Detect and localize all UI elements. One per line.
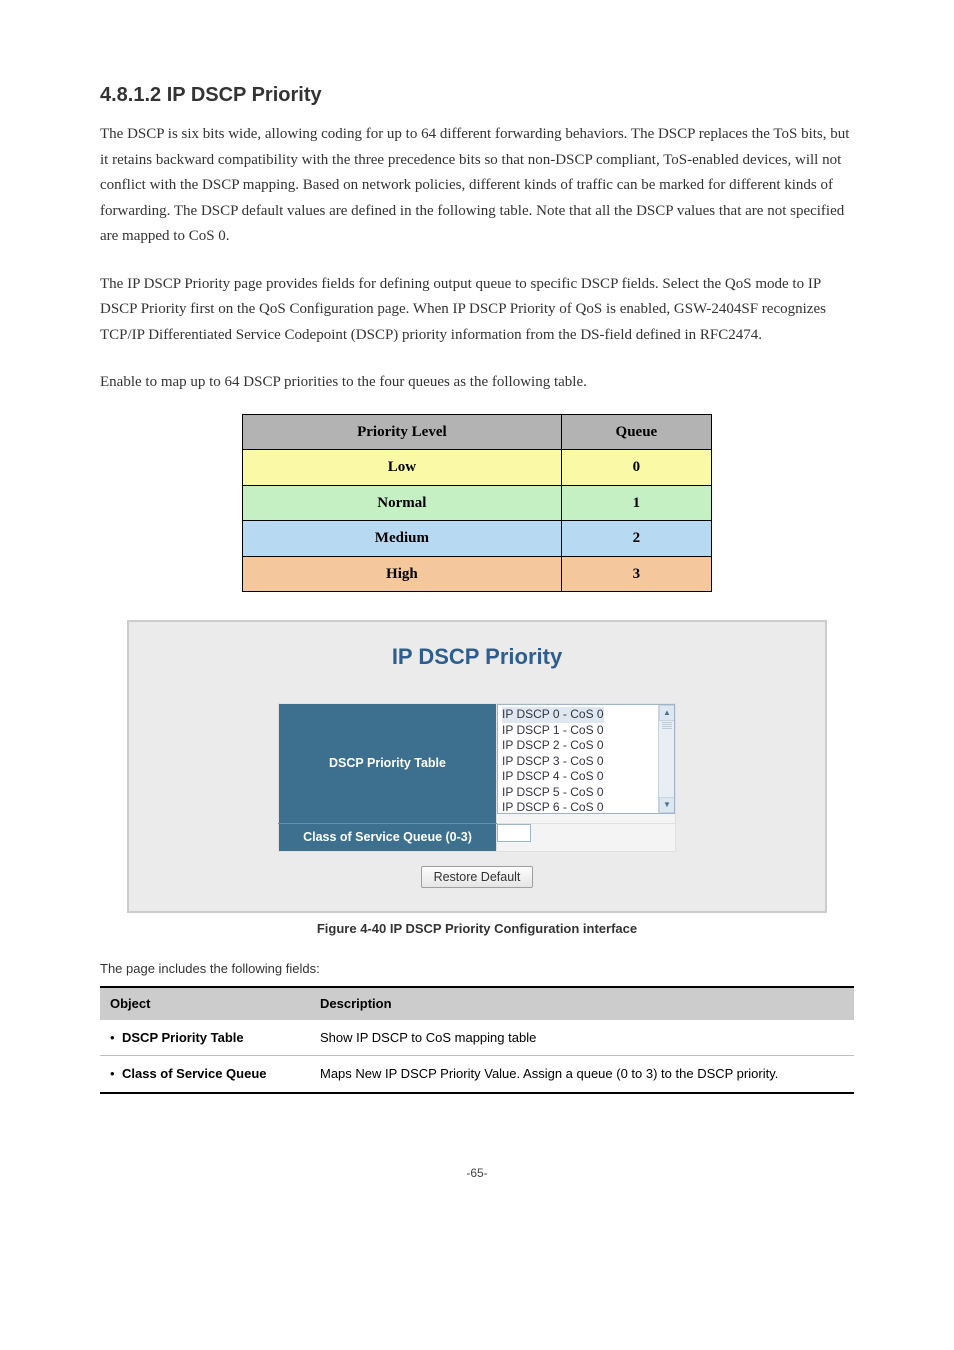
priority-cell-label: Medium	[243, 521, 562, 557]
scroll-up-icon[interactable]: ▲	[659, 705, 675, 721]
list-item[interactable]: IP DSCP 2 - CoS 0	[502, 738, 604, 754]
priority-cell-label: Low	[243, 450, 562, 486]
dscp-row-label: Class of Service Queue (0-3)	[279, 824, 497, 852]
obj-desc: Maps New IP DSCP Priority Value. Assign …	[310, 1056, 854, 1093]
priority-cell-queue: 2	[561, 521, 711, 557]
obj-desc-lead: The page includes the following fields:	[100, 958, 854, 980]
scroll-down-icon[interactable]: ▼	[659, 797, 675, 813]
cos-queue-input[interactable]	[497, 824, 531, 842]
table-row: Low 0	[243, 450, 712, 486]
obj-col-header-object: Object	[100, 987, 310, 1020]
listbox-scrollbar[interactable]: ▲ ▼	[658, 705, 674, 813]
table-row: •DSCP Priority Table Show IP DSCP to CoS…	[100, 1020, 854, 1056]
obj-name: DSCP Priority Table	[122, 1030, 244, 1045]
dscp-row-label: DSCP Priority Table	[279, 704, 497, 824]
bullet-icon: •	[110, 1028, 122, 1048]
page-number: -65-	[100, 1164, 854, 1182]
priority-cell-queue: 1	[561, 485, 711, 521]
intro-paragraph-2: The IP DSCP Priority page provides field…	[100, 272, 854, 349]
priority-col-header-queue: Queue	[561, 414, 711, 450]
dscp-priority-listbox[interactable]: IP DSCP 0 - CoS 0 IP DSCP 1 - CoS 0 IP D…	[497, 704, 675, 814]
scroll-thumb-icon[interactable]	[662, 722, 672, 730]
priority-cell-label: High	[243, 556, 562, 592]
priority-map-table: Priority Level Queue Low 0 Normal 1 Medi…	[242, 414, 712, 593]
section-title-text: IP DSCP Priority	[167, 84, 322, 106]
priority-cell-queue: 0	[561, 450, 711, 486]
intro-paragraph-3: Enable to map up to 64 DSCP priorities t…	[100, 370, 854, 396]
table-row: •Class of Service Queue Maps New IP DSCP…	[100, 1056, 854, 1093]
section-heading: 4.8.1.2 IP DSCP Priority	[100, 80, 854, 110]
section-number: 4.8.1.2	[100, 84, 161, 106]
restore-default-button[interactable]: Restore Default	[421, 866, 534, 888]
list-item[interactable]: IP DSCP 6 - CoS 0	[502, 800, 604, 814]
object-description-table: Object Description •DSCP Priority Table …	[100, 986, 854, 1094]
priority-col-header-level: Priority Level	[243, 414, 562, 450]
priority-cell-label: Normal	[243, 485, 562, 521]
obj-name: Class of Service Queue	[122, 1066, 267, 1081]
figure-caption: Figure 4-40 IP DSCP Priority Configurati…	[100, 919, 854, 939]
dscp-config-table: DSCP Priority Table IP DSCP 0 - CoS 0 IP…	[278, 703, 676, 852]
figure-panel: IP DSCP Priority DSCP Priority Table IP …	[127, 620, 827, 913]
list-item[interactable]: IP DSCP 4 - CoS 0	[502, 769, 604, 785]
obj-col-header-desc: Description	[310, 987, 854, 1020]
list-item[interactable]: IP DSCP 5 - CoS 0	[502, 785, 604, 801]
table-row: High 3	[243, 556, 712, 592]
intro-paragraph-1: The DSCP is six bits wide, allowing codi…	[100, 122, 854, 250]
list-item[interactable]: IP DSCP 1 - CoS 0	[502, 723, 604, 739]
list-item[interactable]: IP DSCP 0 - CoS 0	[502, 707, 604, 723]
obj-desc: Show IP DSCP to CoS mapping table	[310, 1020, 854, 1056]
table-row: Medium 2	[243, 521, 712, 557]
priority-cell-queue: 3	[561, 556, 711, 592]
table-row: Normal 1	[243, 485, 712, 521]
figure-panel-title: IP DSCP Priority	[129, 640, 825, 673]
list-item[interactable]: IP DSCP 3 - CoS 0	[502, 754, 604, 770]
bullet-icon: •	[110, 1064, 122, 1084]
